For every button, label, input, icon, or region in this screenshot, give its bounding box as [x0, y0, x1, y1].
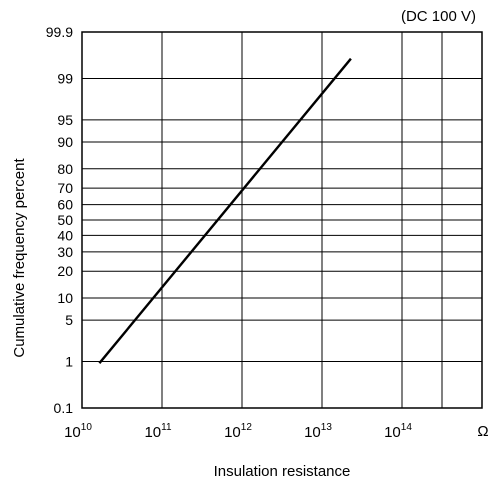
- y-tick-label: 99.9: [46, 24, 73, 40]
- y-tick-label: 20: [57, 263, 73, 279]
- y-tick-label: 1: [65, 354, 73, 370]
- x-unit-label: Ω: [477, 423, 488, 440]
- x-tick-label: 1012: [224, 422, 252, 441]
- y-tick-label: 10: [57, 290, 73, 306]
- y-tick-label: 30: [57, 244, 73, 260]
- x-tick-label: 1010: [64, 422, 92, 441]
- plot-frame: [81, 31, 483, 409]
- y-tick-label: 50: [57, 212, 73, 228]
- y-tick-label: 70: [57, 180, 73, 196]
- y-tick-label: 60: [57, 197, 73, 213]
- x-tick-label: 1014: [384, 422, 412, 441]
- x-tick-label: 1013: [304, 422, 332, 441]
- series-layer: [98, 57, 352, 364]
- y-tick-label: 80: [57, 161, 73, 177]
- y-axis-title: Cumulative frequency percent: [11, 158, 28, 358]
- series-line: [98, 57, 352, 364]
- y-tick-label: 40: [57, 227, 73, 243]
- y-tick-label: 99: [57, 70, 73, 86]
- x-tick-label: 1011: [144, 422, 172, 441]
- condition-annotation: (DC 100 V): [401, 8, 476, 25]
- x-tick-labels: 1010 1011 1012 1013 1014: [64, 422, 412, 441]
- y-tick-label: 95: [57, 112, 73, 128]
- y-tick-label: 0.1: [54, 400, 74, 416]
- grid: [82, 32, 482, 408]
- y-tick-label: 90: [57, 134, 73, 150]
- x-axis-title: Insulation resistance: [214, 463, 351, 480]
- y-tick-label: 5: [65, 312, 73, 328]
